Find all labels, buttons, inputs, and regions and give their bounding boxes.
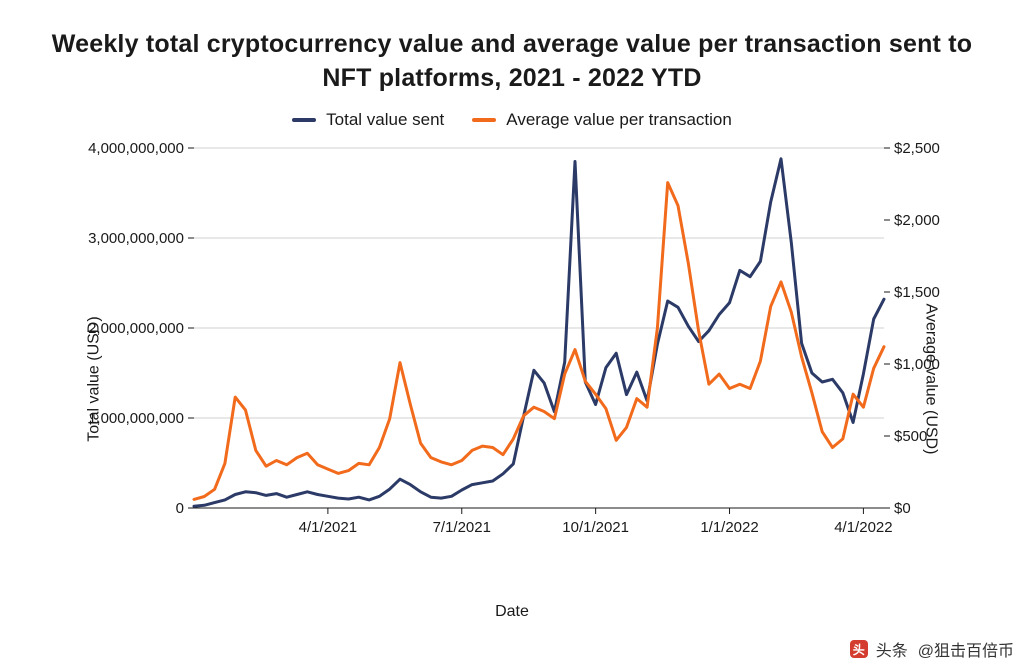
watermark-handle: @狙击百倍币: [916, 636, 1016, 662]
svg-text:1/1/2022: 1/1/2022: [700, 519, 758, 536]
svg-text:0: 0: [176, 500, 184, 517]
svg-text:4,000,000,000: 4,000,000,000: [88, 140, 184, 157]
x-axis-label: Date: [54, 603, 970, 621]
svg-text:7/1/2021: 7/1/2021: [433, 519, 491, 536]
legend-item-avg: Average value per transaction: [472, 110, 732, 130]
legend-label: Average value per transaction: [506, 110, 732, 130]
svg-text:10/1/2021: 10/1/2021: [562, 519, 629, 536]
legend-item-total: Total value sent: [292, 110, 444, 130]
svg-text:$2,500: $2,500: [894, 140, 940, 157]
legend-label: Total value sent: [326, 110, 444, 130]
chart-container: Weekly total cryptocurrency value and av…: [0, 0, 1024, 668]
y-left-axis-label: Total value (USD): [86, 316, 104, 441]
legend: Total value sent Average value per trans…: [0, 110, 1024, 130]
chart-title: Weekly total cryptocurrency value and av…: [0, 0, 1024, 104]
svg-text:3,000,000,000: 3,000,000,000: [88, 230, 184, 247]
chart-svg: 01,000,000,0002,000,000,0003,000,000,000…: [54, 138, 970, 558]
watermark-prefix: 头条: [874, 636, 910, 662]
legend-swatch-icon: [472, 118, 496, 122]
watermark: 头 头条 @狙击百倍币: [850, 636, 1016, 662]
svg-text:4/1/2022: 4/1/2022: [834, 519, 892, 536]
source-icon: 头: [850, 640, 868, 658]
svg-text:$2,000: $2,000: [894, 212, 940, 229]
y-right-axis-label: Average value (USD): [922, 304, 940, 455]
svg-text:$0: $0: [894, 500, 911, 517]
svg-text:$1,500: $1,500: [894, 284, 940, 301]
svg-text:4/1/2021: 4/1/2021: [299, 519, 357, 536]
plot-area: Total value (USD) Average value (USD) 0 1…: [54, 138, 970, 621]
legend-swatch-icon: [292, 118, 316, 122]
